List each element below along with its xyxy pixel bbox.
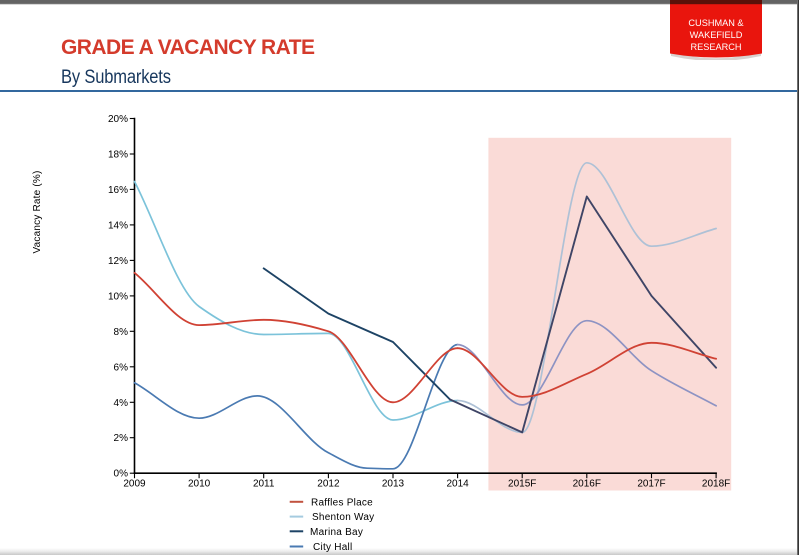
svg-text:2009: 2009 — [123, 479, 146, 490]
svg-text:6%: 6% — [114, 362, 129, 373]
svg-text:0%: 0% — [114, 469, 129, 480]
svg-text:Raffles Place: Raffles Place — [311, 497, 373, 508]
svg-text:2011: 2011 — [253, 479, 275, 490]
svg-text:CUSHMAN &: CUSHMAN & — [688, 18, 743, 28]
svg-text:Shenton Way: Shenton Way — [312, 512, 374, 523]
svg-text:8%: 8% — [114, 327, 129, 338]
svg-text:Vacancy Rate (%): Vacancy Rate (%) — [32, 170, 43, 253]
svg-text:2016F: 2016F — [573, 479, 601, 490]
svg-text:12%: 12% — [108, 256, 128, 267]
svg-text:10%: 10% — [108, 291, 128, 302]
svg-text:2%: 2% — [114, 433, 129, 444]
svg-text:4%: 4% — [114, 398, 129, 409]
svg-text:2012: 2012 — [317, 479, 340, 490]
svg-text:RESEARCH: RESEARCH — [690, 42, 741, 52]
svg-text:18%: 18% — [108, 150, 128, 161]
svg-text:2010: 2010 — [188, 479, 211, 490]
svg-text:2014: 2014 — [446, 479, 469, 490]
svg-text:2015F: 2015F — [508, 479, 536, 490]
svg-text:WAKEFIELD: WAKEFIELD — [690, 30, 743, 40]
svg-text:City Hall: City Hall — [313, 542, 352, 553]
svg-text:2017F: 2017F — [637, 479, 665, 490]
svg-text:2013: 2013 — [382, 479, 405, 490]
svg-text:16%: 16% — [108, 185, 128, 196]
svg-text:14%: 14% — [108, 220, 128, 231]
svg-text:2018F: 2018F — [702, 479, 730, 490]
svg-text:Marina Bay: Marina Bay — [310, 527, 363, 538]
svg-text:20%: 20% — [108, 114, 128, 125]
